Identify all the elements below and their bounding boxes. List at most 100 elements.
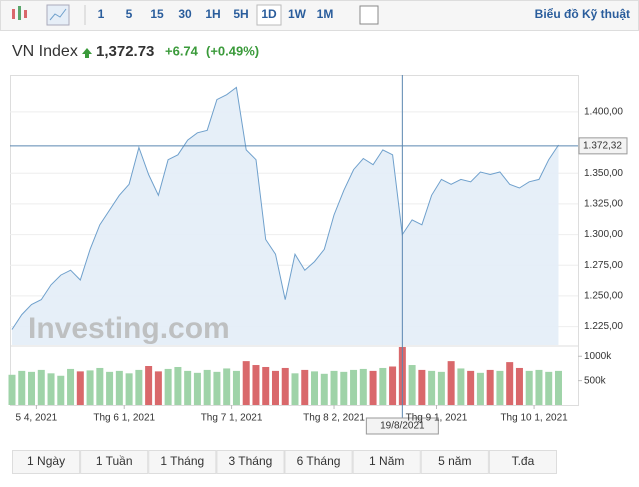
- volume-bar: [437, 371, 445, 405]
- volume-bar: [252, 365, 260, 405]
- icon-part: [24, 10, 27, 18]
- volume-bar: [340, 371, 348, 405]
- volume-bar: [135, 369, 143, 405]
- volume-bar: [359, 368, 367, 405]
- volume-bar: [496, 370, 504, 405]
- volume-bar: [408, 365, 416, 405]
- volume-bar: [37, 369, 45, 405]
- interval-button[interactable]: 1: [98, 7, 105, 21]
- volume-bar: [96, 367, 104, 405]
- volume-bar: [311, 371, 319, 405]
- volume-bar: [271, 370, 279, 405]
- plot-frame: [10, 75, 579, 406]
- volume-bar: [389, 366, 397, 405]
- range-button[interactable]: [216, 450, 285, 474]
- volume-bar: [369, 370, 377, 405]
- volume-bar: [115, 370, 123, 405]
- interval-button[interactable]: 5: [126, 7, 133, 21]
- crosshair-y-label: 1.372,32: [583, 140, 622, 151]
- range-label[interactable]: T.đa: [512, 454, 535, 468]
- price-area: [12, 87, 559, 346]
- y-tick-label: 1.325,00: [584, 199, 623, 210]
- volume-bar: [525, 370, 533, 405]
- range-button[interactable]: [12, 450, 81, 474]
- range-button[interactable]: [352, 450, 421, 474]
- range-button[interactable]: [148, 450, 217, 474]
- range-button[interactable]: [420, 450, 489, 474]
- crosshair-y-box: [578, 137, 628, 155]
- index-name: VN Index: [12, 43, 78, 60]
- volume-bar: [232, 370, 240, 405]
- range-button[interactable]: [80, 450, 149, 474]
- volume-bar: [145, 366, 153, 405]
- y-tick-label: 1.250,00: [584, 291, 623, 302]
- volume-bar: [554, 370, 562, 405]
- range-label[interactable]: 1 Ngày: [27, 454, 65, 468]
- volume-bar: [213, 371, 221, 405]
- up-arrow: [82, 48, 92, 58]
- volume-bar: [447, 361, 455, 405]
- table-icon[interactable]: [359, 5, 379, 25]
- range-label[interactable]: 5 năm: [438, 454, 471, 468]
- price: 1,372.73: [96, 43, 154, 60]
- volume-bar: [125, 373, 133, 405]
- y-tick-label: 1.275,00: [584, 260, 623, 271]
- volume-bar: [106, 371, 114, 405]
- x-tick-label: Thg 6 1, 2021: [93, 413, 155, 424]
- volume-bar: [57, 375, 65, 405]
- x-tick-label: Thg 9 1, 2021: [406, 413, 468, 424]
- candle-icon[interactable]: [12, 6, 27, 20]
- volume-bar: [86, 370, 94, 405]
- volume-bar: [320, 373, 328, 405]
- y2-tick-label: 1000k: [584, 351, 612, 362]
- volume-bar: [467, 370, 475, 405]
- range-button[interactable]: [488, 450, 557, 474]
- range-label[interactable]: 1 Năm: [369, 454, 404, 468]
- crosshair-x-box: [365, 417, 439, 435]
- range-label[interactable]: 6 Tháng: [297, 454, 341, 468]
- volume-bar: [242, 361, 250, 405]
- interval-button[interactable]: 15: [150, 7, 164, 21]
- volume-bar: [67, 368, 75, 405]
- volume-bar: [18, 370, 26, 405]
- interval-button[interactable]: 5H: [233, 7, 248, 21]
- volume-bar: [174, 366, 182, 405]
- range-label[interactable]: 1 Tháng: [160, 454, 204, 468]
- y2-tick-label: 500k: [584, 375, 607, 386]
- volume-bar: [506, 362, 514, 405]
- volume-bar: [301, 369, 309, 405]
- interval-button[interactable]: 1M: [317, 7, 334, 21]
- interval-button[interactable]: 1D: [261, 7, 277, 21]
- volume-bar: [223, 368, 231, 405]
- icon-part: [12, 9, 15, 19]
- range-button[interactable]: [284, 450, 353, 474]
- y-tick-label: 1.350,00: [584, 168, 623, 179]
- volume-bar: [28, 371, 36, 405]
- icon-part: [18, 6, 21, 20]
- volume-bar: [8, 374, 16, 405]
- volume-bar: [330, 370, 338, 405]
- interval-button[interactable]: 1W: [288, 7, 307, 21]
- range-label[interactable]: 1 Tuần: [96, 454, 133, 468]
- volume-bar: [428, 370, 436, 405]
- interval-button[interactable]: 30: [178, 7, 192, 21]
- volume-bar: [291, 373, 299, 405]
- volume-bar: [76, 371, 84, 405]
- area-icon[interactable]: [46, 4, 70, 26]
- volume-bar: [193, 372, 201, 405]
- x-tick-label: Thg 8 2, 2021: [303, 413, 365, 424]
- volume-bar: [203, 369, 211, 405]
- technical-link[interactable]: Biểu đồ Kỹ thuật: [535, 7, 630, 21]
- volume-bar: [418, 369, 426, 405]
- active-interval: [256, 4, 282, 26]
- volume-bar: [281, 367, 289, 405]
- volume-bar: [47, 373, 55, 405]
- volume-bar: [545, 371, 553, 405]
- toolbar: [0, 0, 639, 31]
- y-tick-label: 1.225,00: [584, 321, 623, 332]
- volume-bar: [379, 367, 387, 405]
- range-label[interactable]: 3 Tháng: [229, 454, 273, 468]
- change-percent: (+0.49%): [206, 43, 259, 58]
- interval-button[interactable]: 1H: [205, 7, 220, 21]
